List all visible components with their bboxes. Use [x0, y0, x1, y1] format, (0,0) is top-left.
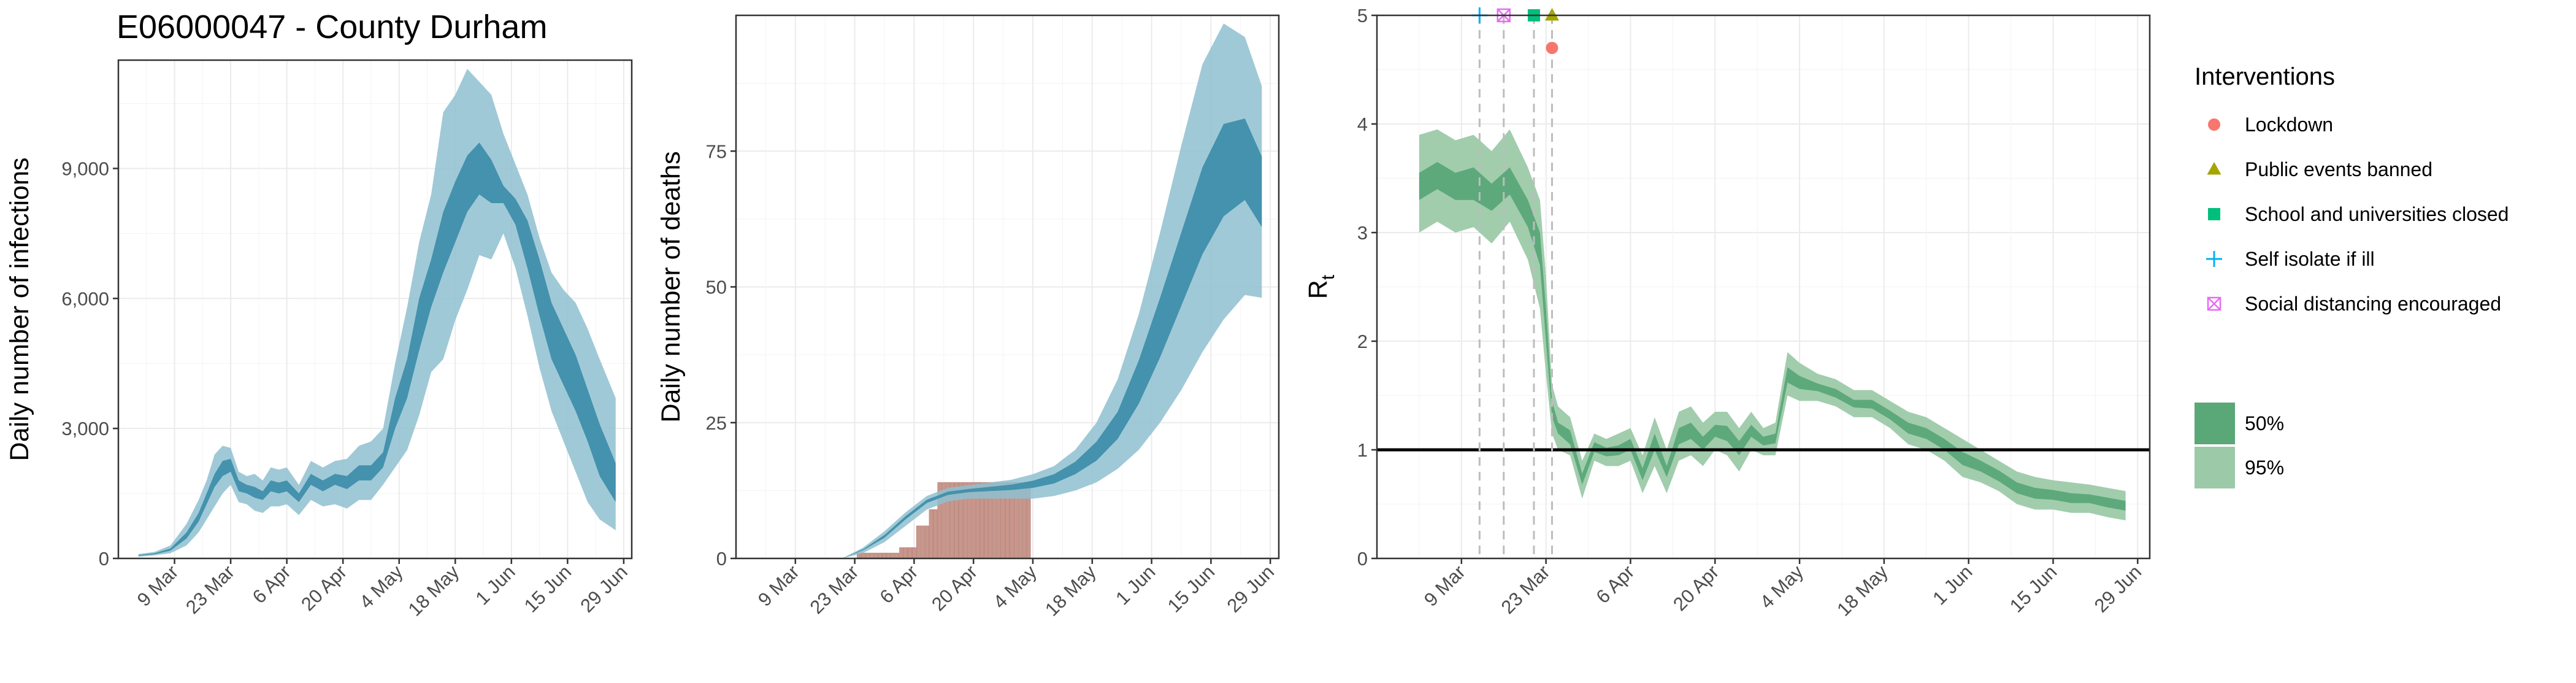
infections-y-axis-title: Daily number of infections [5, 158, 34, 461]
death-bar [873, 552, 878, 559]
legend-marker-triangle [2207, 162, 2221, 175]
legend-marker-circle [2208, 118, 2220, 131]
legend-item-label: Public events banned [2245, 158, 2432, 180]
deaths-band-95 [799, 23, 1262, 559]
figure-title: E06000047 - County Durham [117, 9, 547, 45]
death-bar [878, 552, 883, 559]
death-bar [861, 552, 865, 559]
infections-band-50 [138, 142, 616, 556]
rt-panel-border [1376, 14, 2151, 560]
legend-item-label: School and universities closed [2245, 203, 2509, 225]
deaths-y-axis-title: Daily number of deaths [656, 151, 686, 422]
legend-marker-square [2208, 208, 2220, 220]
y-tick-label: 6,000 [61, 288, 109, 309]
infections-panel-border [117, 59, 633, 560]
intervention-marker [1544, 8, 1559, 21]
death-bar [911, 547, 916, 559]
death-bar [924, 525, 929, 559]
y-tick-label: 4 [1357, 114, 1368, 135]
y-tick-label: 25 [706, 412, 727, 434]
legend-item-label: Self isolate if ill [2245, 248, 2375, 270]
death-bar [891, 552, 895, 559]
death-bar [903, 547, 908, 559]
rt-band-50 [1419, 162, 2126, 511]
y-tick-label: 75 [706, 141, 727, 162]
legend-band-label: 50% [2245, 412, 2284, 434]
legend-item-label: Lockdown [2245, 114, 2333, 136]
y-tick-label: 2 [1357, 331, 1368, 352]
y-axis-subscript: t [1318, 274, 1338, 280]
deaths-band-50 [799, 118, 1262, 559]
y-tick-label: 0 [716, 548, 727, 569]
death-bar [933, 509, 938, 559]
y-tick-label: 1 [1357, 439, 1368, 461]
legend-item-label: Social distancing encouraged [2245, 293, 2501, 315]
reported-deaths-bars [857, 482, 1031, 559]
death-bar [895, 552, 900, 559]
death-bar [920, 525, 925, 559]
death-bar [899, 547, 904, 559]
legend-marker-boxx [2207, 296, 2221, 311]
death-bar [886, 552, 891, 559]
infections-gridlines [118, 60, 632, 559]
y-tick-label: 5 [1357, 5, 1368, 26]
legend-band-label: 95% [2245, 457, 2284, 479]
y-tick-label: 3,000 [61, 418, 109, 439]
death-bar [929, 509, 933, 559]
y-tick-label: 50 [706, 277, 727, 298]
death-bar [908, 547, 912, 559]
y-tick-label: 9,000 [61, 158, 109, 180]
legend-title: Interventions [2195, 63, 2335, 90]
intervention-marker [1546, 42, 1558, 55]
legend-band-swatch [2195, 447, 2235, 488]
death-bar [916, 525, 921, 559]
death-bar [869, 552, 874, 559]
death-bar [882, 552, 887, 559]
y-tick-label: 3 [1357, 222, 1368, 244]
y-tick-label: 0 [1357, 548, 1368, 569]
legend-band-swatch [2195, 403, 2235, 444]
legend: Interventions Lockdown Public events bann… [2195, 63, 2509, 488]
legend-marker-plus [2206, 251, 2222, 267]
y-tick-label: 0 [99, 548, 109, 569]
death-bar [865, 552, 870, 559]
